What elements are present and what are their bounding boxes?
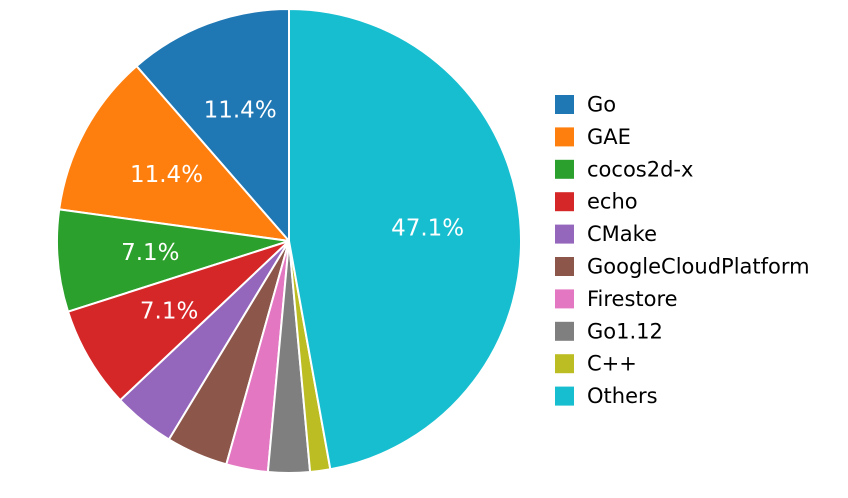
slice-label-cocos2d-x: 7.1%	[121, 240, 179, 266]
legend-swatch-cocos2d-x	[555, 159, 574, 179]
legend-swatch-googlecloudplatform	[555, 257, 574, 276]
legend: Go GAE cocos2d-x echo CMake GoogleCloudPlatfo…	[555, 93, 810, 408]
legend-swatch-go1-12	[555, 321, 574, 341]
pie-slice-go	[135, 8, 290, 242]
legend-label-cplusplus: C++	[587, 352, 637, 376]
pie-slices	[56, 8, 522, 474]
pie-slice-gae	[58, 65, 290, 242]
pie-slice-others	[288, 8, 522, 471]
legend-label-go: Go	[587, 93, 616, 117]
legend-label-echo: echo	[587, 190, 638, 214]
legend-label-firestore: Firestore	[587, 287, 678, 311]
slice-label-go: 11.4%	[204, 98, 277, 124]
legend-swatch-cplusplus	[555, 354, 574, 374]
legend-label-cocos2d-x: cocos2d-x	[587, 157, 693, 181]
legend-label-others: Others	[587, 384, 658, 408]
legend-label-gae: GAE	[587, 125, 631, 149]
slice-label-others: 47.1%	[391, 216, 464, 242]
slice-labels: 11.4% 11.4% 7.1% 7.1% 47.1%	[121, 98, 464, 325]
legend-swatch-cmake	[555, 224, 574, 244]
legend-swatch-echo	[555, 192, 574, 212]
slice-label-echo: 7.1%	[140, 299, 198, 325]
legend-label-googlecloudplatform: GoogleCloudPlatform	[587, 255, 810, 279]
pie-slice-echo	[67, 240, 290, 402]
legend-label-go1-12: Go1.12	[587, 319, 663, 343]
slice-label-gae: 11.4%	[130, 162, 203, 188]
legend-swatch-others	[555, 386, 574, 406]
legend-swatch-gae	[555, 127, 574, 147]
pie-slice-cocos2d-x	[56, 208, 290, 313]
legend-swatch-firestore	[555, 289, 574, 309]
legend-swatch-go	[555, 95, 574, 114]
legend-label-cmake: CMake	[587, 222, 657, 246]
